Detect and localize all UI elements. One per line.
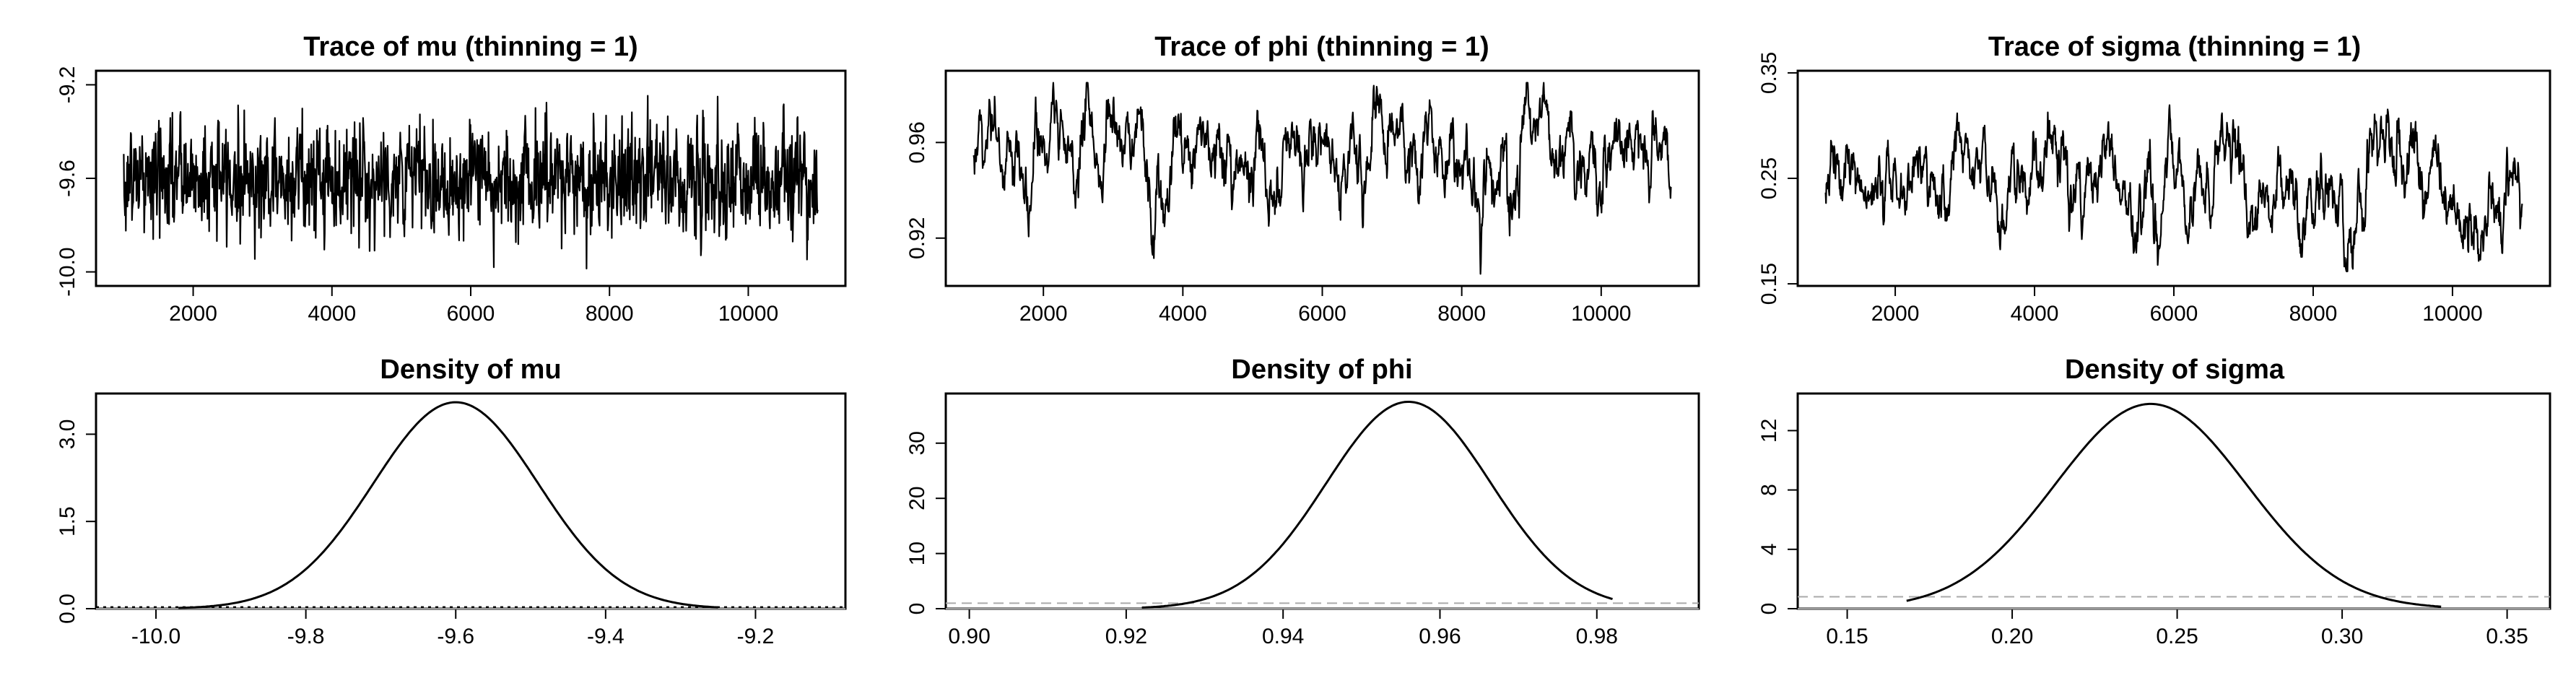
x-tick-label: 8000 xyxy=(2289,302,2338,326)
x-tick-label: 0.15 xyxy=(1826,625,1868,648)
x-tick-label: 8000 xyxy=(1437,302,1486,326)
x-tick-label: 0.98 xyxy=(1576,625,1618,648)
trace-line xyxy=(972,82,1672,275)
x-tick-label: 6000 xyxy=(2150,302,2198,326)
density-curve xyxy=(1906,402,2442,608)
y-tick-label: 0.92 xyxy=(905,217,929,259)
x-tick-label: 6000 xyxy=(1298,302,1346,326)
x-tick-label: 6000 xyxy=(447,302,495,326)
x-tick-label: 4000 xyxy=(2011,302,2059,326)
panel-title: Trace of sigma (thinning = 1) xyxy=(1988,32,2361,62)
x-tick-label: 2000 xyxy=(1019,302,1068,326)
y-tick-label: 1.5 xyxy=(56,506,79,536)
y-tick-label: 12 xyxy=(1757,419,1781,443)
x-tick-label: 10000 xyxy=(718,302,778,326)
y-tick-label: 0.15 xyxy=(1757,263,1781,305)
x-tick-label: -9.2 xyxy=(737,625,775,648)
density-curve xyxy=(1141,401,1613,609)
x-tick-label: 0.35 xyxy=(2486,625,2528,648)
x-tick-label: -9.4 xyxy=(587,625,625,648)
x-tick-label: 4000 xyxy=(1159,302,1207,326)
x-tick-label: 0.90 xyxy=(948,625,990,648)
panel-title: Trace of mu (thinning = 1) xyxy=(303,32,638,62)
y-tick-label: 4 xyxy=(1757,543,1781,555)
x-tick-label: 0.30 xyxy=(2321,625,2363,648)
x-tick-label: 0.96 xyxy=(1419,625,1461,648)
panel-title: Density of mu xyxy=(380,355,561,385)
x-tick-label: 0.94 xyxy=(1262,625,1304,648)
y-tick-label: 0 xyxy=(905,603,929,615)
y-tick-label: 0.35 xyxy=(1757,52,1781,94)
panel-density-mu: Density of mu -10.0 -9.8 -9.6 -9.4 -9.2 0.0 1.… xyxy=(56,355,847,648)
y-tick-label: 3.0 xyxy=(56,420,79,450)
x-tick-label: -9.8 xyxy=(287,625,325,648)
x-tick-label: -10.0 xyxy=(131,625,180,648)
panel-trace-sigma: Trace of sigma (thinning = 1) 2000 4000 60… xyxy=(1757,32,2551,326)
y-tick-label: 20 xyxy=(905,486,929,510)
y-tick-label: -9.2 xyxy=(56,66,79,104)
x-tick-label: -9.6 xyxy=(437,625,474,648)
y-tick-label: 0.0 xyxy=(56,594,79,624)
x-tick-label: 2000 xyxy=(169,302,217,326)
x-tick-label: 0.25 xyxy=(2156,625,2198,648)
x-tick-label: 4000 xyxy=(308,302,356,326)
x-tick-label: 2000 xyxy=(1871,302,1920,326)
x-tick-label: 0.92 xyxy=(1105,625,1147,648)
density-curve xyxy=(178,401,718,609)
trace-line xyxy=(1824,104,2523,273)
y-tick-label: 0.96 xyxy=(905,121,929,163)
panel-title: Trace of phi (thinning = 1) xyxy=(1154,32,1489,62)
x-tick-label: 8000 xyxy=(586,302,634,326)
x-tick-label: 10000 xyxy=(2422,302,2482,326)
panel-density-phi: Density of phi 0.90 0.92 0.94 0.96 0.98 0 10 20… xyxy=(905,355,1700,648)
y-tick-label: 30 xyxy=(905,431,929,455)
panel-trace-mu: Trace of mu (thinning = 1) 2000 4000 6000 8… xyxy=(56,32,847,326)
y-tick-label: 10 xyxy=(905,542,929,565)
panel-title: Density of phi xyxy=(1231,355,1412,385)
x-tick-label: 0.20 xyxy=(1991,625,2033,648)
panel-density-sigma: Density of sigma 0.15 0.20 0.25 0.30 0.35 0 4 8… xyxy=(1757,355,2551,648)
y-tick-label: 0.25 xyxy=(1757,157,1781,199)
panel-trace-phi: Trace of phi (thinning = 1) 2000 4000 6000… xyxy=(905,32,1700,326)
y-tick-label: 8 xyxy=(1757,484,1781,496)
trace-line xyxy=(123,95,819,270)
y-tick-label: -9.6 xyxy=(56,160,79,197)
y-tick-label: -10.0 xyxy=(56,247,79,296)
panel-title: Density of sigma xyxy=(2065,355,2285,385)
y-tick-label: 0 xyxy=(1757,603,1781,615)
x-tick-label: 10000 xyxy=(1571,302,1631,326)
